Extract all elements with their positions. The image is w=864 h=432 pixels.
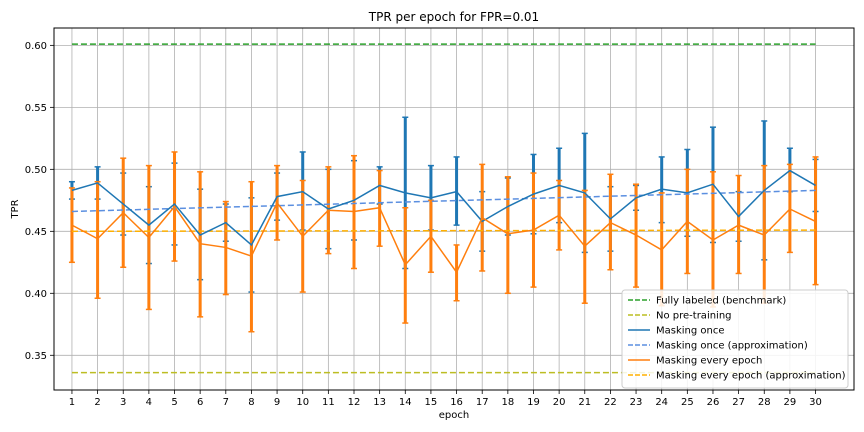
legend-label: No pre-training: [656, 311, 732, 322]
chart-title: TPR per epoch for FPR=0.01: [368, 10, 539, 24]
x-tick-label: 3: [120, 397, 126, 408]
x-tick-label: 16: [450, 397, 463, 408]
x-tick-label: 7: [223, 397, 229, 408]
plot-frame: [53, 27, 855, 391]
x-tick-label: 23: [630, 397, 643, 408]
legend-box: [621, 289, 849, 389]
x-tick-label: 5: [171, 397, 177, 408]
legend: Fully labeled (benchmark) No pre-training…: [621, 289, 849, 389]
x-tick-label: 12: [348, 397, 361, 408]
legend-label: Masking every epoch (approximation): [656, 371, 846, 382]
x-tick-label: 26: [707, 397, 720, 408]
x-tick-label: 6: [197, 397, 203, 408]
x-tick-label: 21: [578, 397, 591, 408]
x-tick-label: 27: [732, 397, 745, 408]
x-tick-label: 8: [248, 397, 254, 408]
x-tick-label: 15: [425, 397, 438, 408]
x-tick-label: 1: [69, 397, 75, 408]
legend-label: Fully labeled (benchmark): [656, 296, 786, 307]
legend-label: Masking once: [656, 326, 725, 337]
x-tick-label: 17: [476, 397, 489, 408]
y-axis-label: TPR: [10, 199, 21, 219]
y-tick-label: 0.50: [25, 165, 47, 176]
legend-label: Masking once (approximation): [656, 341, 808, 352]
y-tick-label: 0.60: [25, 41, 47, 52]
masking-once-approximation-line: [71, 189, 816, 213]
x-tick-label: 19: [527, 397, 540, 408]
x-tick-label: 13: [373, 397, 386, 408]
x-tick-label: 10: [296, 397, 309, 408]
x-tick-label: 30: [809, 397, 822, 408]
y-tick-label: 0.35: [25, 351, 47, 362]
x-tick-label: 24: [655, 397, 668, 408]
masking-every-epoch-line: [71, 201, 816, 274]
x-tick-label: 29: [784, 397, 797, 408]
x-tick-label: 4: [146, 397, 152, 408]
y-tick-label: 0.55: [25, 103, 47, 114]
x-tick-label: 22: [604, 397, 617, 408]
ticks: 1 2 3 4 5 6 7 8 9 10 11 12 13 14 15 16 17 18 19 20 21 22 23 24 2…: [25, 41, 822, 408]
masking-once-line: [71, 169, 816, 247]
x-axis-label: epoch: [439, 410, 469, 421]
y-tick-label: 0.40: [25, 289, 47, 300]
x-tick-label: 18: [501, 397, 514, 408]
x-tick-label: 11: [322, 397, 335, 408]
y-tick-label: 0.45: [25, 227, 47, 238]
x-tick-label: 9: [274, 397, 280, 408]
legend-label: Masking every epoch: [656, 356, 762, 367]
x-tick-label: 25: [681, 397, 694, 408]
x-tick-label: 28: [758, 397, 771, 408]
masking-every-epoch-approximation-line: [71, 229, 816, 233]
x-tick-label: 20: [553, 397, 566, 408]
x-tick-label: 14: [399, 397, 412, 408]
x-tick-label: 2: [94, 397, 100, 408]
series-layer: [68, 43, 819, 374]
